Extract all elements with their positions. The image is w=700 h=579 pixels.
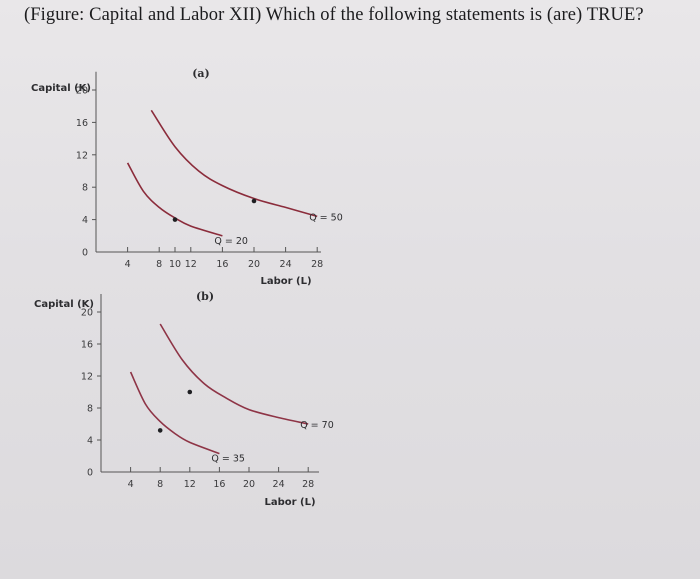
isoquant-curve xyxy=(159,323,309,425)
x-tick-label: 4 xyxy=(128,479,134,490)
y-tick-label: 0 xyxy=(82,248,88,259)
y-tick-label: 4 xyxy=(82,215,88,226)
x-tick-label: 16 xyxy=(213,479,225,490)
x-axis-title: Labor (L) xyxy=(260,276,311,287)
y-axis-title: Capital (K) xyxy=(34,299,94,310)
x-axis-title: Labor (L) xyxy=(264,497,315,508)
panel-b: (b) Capital (K) 0 4 8 12 16 20 4 8 12 16 20 24 28 Labor… xyxy=(34,290,334,508)
curve-point xyxy=(187,389,193,395)
x-tick-label: 16 xyxy=(216,259,228,270)
x-tick-label: 24 xyxy=(280,259,292,270)
panel-label: (a) xyxy=(192,67,210,80)
x-tick-label: 4 xyxy=(125,259,131,270)
curve-label: Q = 70 xyxy=(300,420,334,431)
x-tick-label: 20 xyxy=(248,259,260,270)
curve-point xyxy=(251,198,257,204)
y-tick-label: 0 xyxy=(87,468,93,479)
y-axis-title: Capital (K) xyxy=(31,83,91,94)
y-tick-label: 12 xyxy=(76,150,88,161)
panel-label: (b) xyxy=(196,290,214,303)
y-tick-label: 12 xyxy=(81,372,93,383)
question-text: (Figure: Capital and Labor XII) Which of… xyxy=(24,5,644,25)
y-tick-label: 4 xyxy=(87,436,93,447)
x-tick-label: 28 xyxy=(311,259,323,270)
y-tick-label: 16 xyxy=(81,340,93,351)
curve-label: Q = 20 xyxy=(214,236,248,247)
x-tick-label: 10 xyxy=(169,259,181,270)
x-tick-label: 12 xyxy=(185,259,197,270)
y-tick-label: 16 xyxy=(76,118,88,129)
panel-a: (a) Capital (K) 0 4 8 12 16 20 4 8 10 12 16 20 24 28Lab… xyxy=(31,67,343,287)
y-tick-label: 8 xyxy=(87,404,93,415)
y-tick-label: 20 xyxy=(76,86,88,97)
x-tick-label: 28 xyxy=(302,479,314,490)
isoquant-curve xyxy=(129,371,220,455)
curve-point xyxy=(157,428,163,433)
x-tick-label: 8 xyxy=(156,259,162,270)
isoquant-curve xyxy=(150,109,318,218)
x-tick-label: 20 xyxy=(243,479,255,490)
curve-label: Q = 35 xyxy=(211,454,245,465)
x-tick-label: 24 xyxy=(273,479,285,490)
x-tick-label: 12 xyxy=(184,479,196,490)
curve-point xyxy=(172,217,178,222)
curve-label: Q = 50 xyxy=(309,212,343,223)
y-tick-label: 8 xyxy=(82,183,88,194)
x-tick-label: 8 xyxy=(157,479,163,490)
isoquant-curve xyxy=(126,162,223,237)
y-tick-label: 20 xyxy=(81,308,93,319)
